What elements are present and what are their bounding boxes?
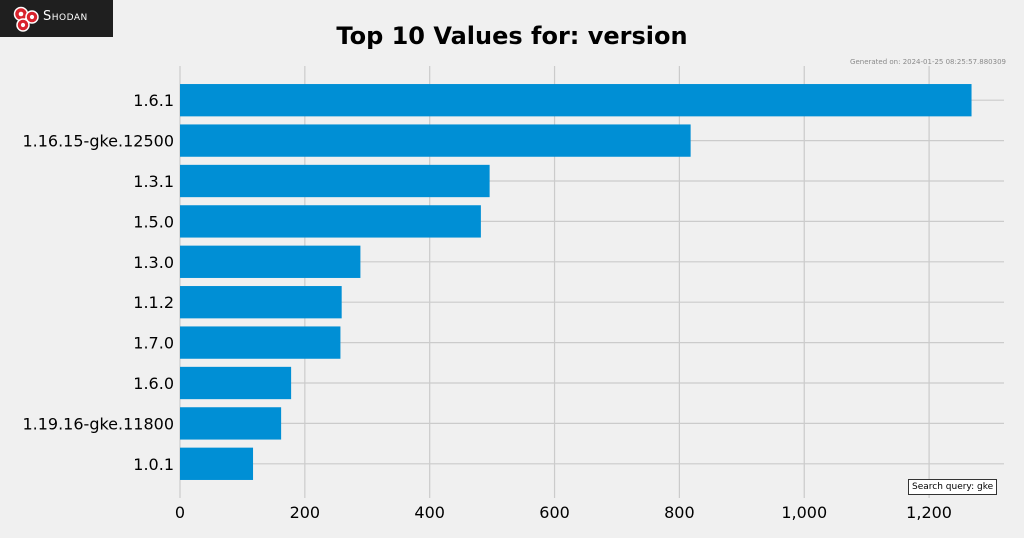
category-labels: 1.6.1 1.16.15-gke.12500 1.3.1 1.5.0 1.3.0 1.1… <box>22 91 174 474</box>
bar <box>180 84 972 117</box>
brand-name: Shodan <box>43 9 88 24</box>
shodan-logo-icon <box>13 6 39 32</box>
x-tick-labels: 0 200 400 600 800 1,000 1,200 <box>175 503 952 522</box>
x-tick-label: 1,200 <box>906 503 952 522</box>
bar <box>180 447 254 480</box>
x-tick-label: 0 <box>175 503 185 522</box>
x-tick-label: 800 <box>664 503 695 522</box>
category-label: 1.0.1 <box>133 455 174 474</box>
category-label: 1.19.16-gke.11800 <box>22 414 174 433</box>
x-tick-label: 400 <box>414 503 445 522</box>
bars <box>180 84 972 480</box>
bar <box>180 366 292 400</box>
category-label: 1.7.0 <box>133 334 174 353</box>
bar <box>180 407 282 440</box>
bar <box>180 205 481 238</box>
category-label: 1.3.1 <box>133 172 174 191</box>
bar <box>180 286 342 319</box>
bar <box>180 326 341 359</box>
category-label: 1.3.0 <box>133 253 174 272</box>
generated-timestamp: Generated on: 2024-01-25 08:25:57.880309 <box>850 58 1006 66</box>
x-tick-label: 200 <box>290 503 321 522</box>
bar <box>180 245 361 278</box>
chart-title: Top 10 Values for: version <box>336 22 688 50</box>
search-query-box: Search query: gke <box>908 479 998 495</box>
x-tick-label: 1,000 <box>781 503 827 522</box>
x-tick-label: 600 <box>539 503 570 522</box>
bar <box>180 124 691 157</box>
category-label: 1.1.2 <box>133 293 174 312</box>
category-label: 1.5.0 <box>133 212 174 231</box>
category-label: 1.6.0 <box>133 374 174 393</box>
category-label: 1.6.1 <box>133 91 174 110</box>
bar <box>180 164 490 198</box>
shodan-logo: Shodan <box>0 0 113 37</box>
category-label: 1.16.15-gke.12500 <box>22 132 174 151</box>
